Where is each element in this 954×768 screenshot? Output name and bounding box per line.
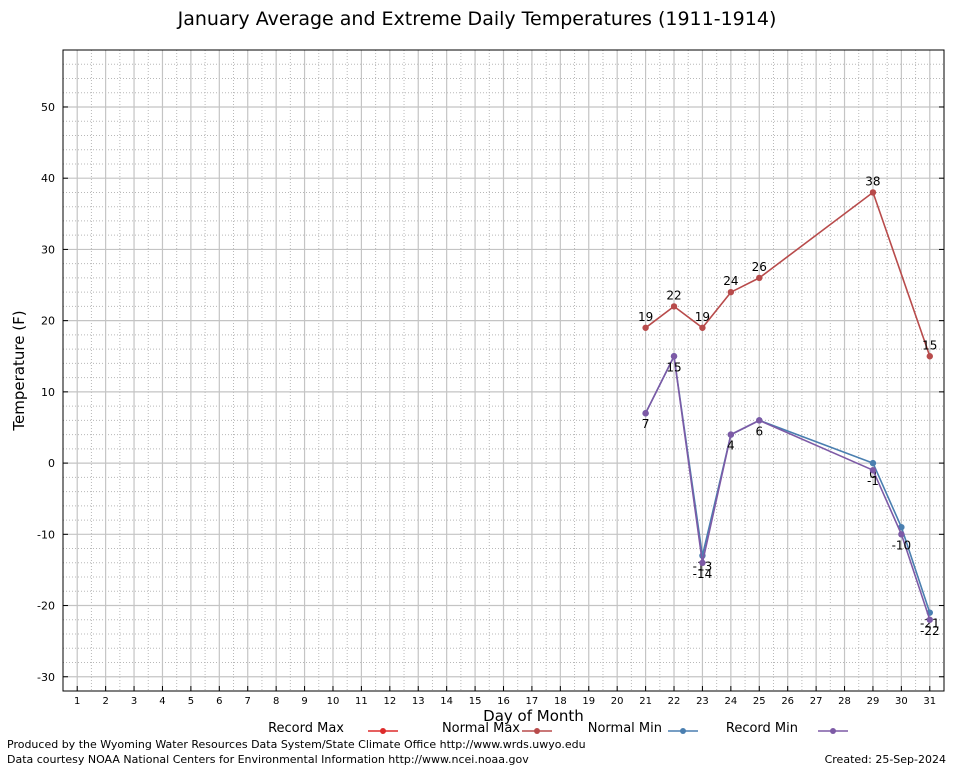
- footer-data-courtesy: Data courtesy NOAA National Centers for …: [7, 753, 529, 766]
- normal-min-data-label: -21: [920, 617, 940, 631]
- y-tick-label: 40: [41, 172, 55, 185]
- x-tick-label: 22: [668, 696, 681, 707]
- x-tick-label: 28: [838, 696, 851, 707]
- x-tick-label: 14: [440, 696, 453, 707]
- x-tick-label: 29: [867, 696, 880, 707]
- record-min-data-label: 4: [727, 439, 735, 453]
- x-tick-label: 15: [469, 696, 482, 707]
- record-min-point: [699, 559, 706, 566]
- record-min-point: [670, 353, 678, 360]
- normal-max-data-label: 26: [752, 260, 767, 274]
- record-min-data-label: -10: [892, 538, 912, 552]
- legend-marker-normal-max: [534, 728, 540, 734]
- legend-label: Normal Min: [587, 721, 662, 736]
- y-tick-label: 20: [41, 315, 55, 328]
- x-tick-label: 20: [611, 696, 624, 707]
- normal-max-data-label: 24: [723, 274, 738, 288]
- x-tick-label: 2: [102, 696, 108, 707]
- y-axis-label: Temperature (F): [10, 310, 28, 431]
- y-tick-label: 10: [41, 386, 55, 399]
- record-min-point: [642, 410, 649, 417]
- x-tick-label: 27: [810, 696, 823, 707]
- x-tick-label: 5: [188, 696, 194, 707]
- x-tick-label: 26: [781, 696, 794, 707]
- x-axis-label: Day of Month: [483, 707, 584, 725]
- normal-max-point: [699, 324, 706, 331]
- normal-max-data-label: 19: [638, 310, 653, 324]
- record-min-data-label: -14: [693, 567, 713, 581]
- x-tick-label: 25: [753, 696, 766, 707]
- footer-produced-by: Produced by the Wyoming Water Resources …: [7, 738, 586, 751]
- x-tick-label: 13: [412, 696, 425, 707]
- x-tick-label: 8: [273, 696, 279, 707]
- y-tick-label: 50: [41, 101, 55, 114]
- chart-legend: Record Max Normal Max Normal Min Record …: [0, 721, 954, 739]
- y-tick-label: -10: [37, 528, 55, 541]
- normal-max-point: [642, 324, 649, 331]
- record-min-data-label: 15: [666, 360, 681, 374]
- legend-item-normal-min: Normal Min: [560, 721, 700, 739]
- x-tick-label: 7: [245, 696, 251, 707]
- normal-min-data-label: 0: [869, 467, 877, 481]
- record-min-point: [756, 417, 763, 424]
- normal-max-data-label: 22: [666, 288, 681, 302]
- normal-max-point: [670, 303, 678, 310]
- record-min-point: [727, 431, 735, 438]
- x-tick-label: 19: [582, 696, 595, 707]
- legend-item-normal-max: Normal Max: [410, 721, 550, 739]
- record-min-data-label: 7: [642, 417, 650, 431]
- x-tick-label: 17: [526, 696, 539, 707]
- x-tick-label: 16: [497, 696, 510, 707]
- x-tick-label: 10: [327, 696, 340, 707]
- legend-item-record-min: Record Min: [708, 721, 848, 739]
- legend-item-record-max: Record Max: [262, 721, 402, 739]
- x-tick-label: 30: [895, 696, 908, 707]
- normal-min-point: [869, 459, 877, 467]
- normal-max-data-label: 15: [922, 338, 937, 352]
- x-tick-label: 24: [724, 696, 737, 707]
- x-tick-label: 6: [216, 696, 222, 707]
- record-min-data-label: 6: [755, 424, 763, 438]
- legend-marker-record-max: [380, 728, 386, 734]
- normal-max-data-label: 19: [695, 310, 710, 324]
- record-min-point: [898, 531, 905, 538]
- footer-created-date: Created: 25-Sep-2024: [824, 753, 946, 766]
- x-tick-label: 31: [923, 696, 936, 707]
- x-tick-label: 21: [639, 696, 652, 707]
- legend-label: Record Min: [725, 721, 798, 736]
- chart-title: January Average and Extreme Daily Temper…: [177, 8, 777, 30]
- record-min-point: [869, 467, 877, 474]
- y-tick-label: -30: [37, 671, 55, 684]
- legend-marker-normal-min: [680, 728, 686, 734]
- normal-max-point: [869, 189, 877, 196]
- legend-marker-record-min: [830, 728, 836, 734]
- record-min-data-label: -22: [920, 624, 940, 638]
- y-tick-label: 0: [48, 457, 55, 470]
- x-tick-label: 1: [74, 696, 80, 707]
- x-tick-label: 23: [696, 696, 709, 707]
- legend-label: Normal Max: [441, 721, 520, 736]
- x-tick-label: 12: [383, 696, 396, 707]
- x-tick-label: 3: [131, 696, 137, 707]
- y-tick-label: 30: [41, 243, 55, 256]
- x-tick-label: 4: [159, 696, 165, 707]
- normal-max-point: [926, 353, 933, 360]
- legend-label: Record Max: [268, 721, 344, 736]
- normal-min-data-label: -13: [693, 560, 713, 574]
- normal-max-data-label: 38: [865, 174, 880, 188]
- x-tick-label: 11: [355, 696, 368, 707]
- normal-max-point: [756, 274, 763, 282]
- x-tick-label: 9: [301, 696, 307, 707]
- normal-max-point: [727, 288, 735, 296]
- y-tick-label: -20: [37, 600, 55, 613]
- x-tick-label: 18: [554, 696, 567, 707]
- record-min-point: [926, 616, 933, 623]
- record-min-data-label: -1: [867, 474, 879, 488]
- record-min-line: [644, 353, 931, 621]
